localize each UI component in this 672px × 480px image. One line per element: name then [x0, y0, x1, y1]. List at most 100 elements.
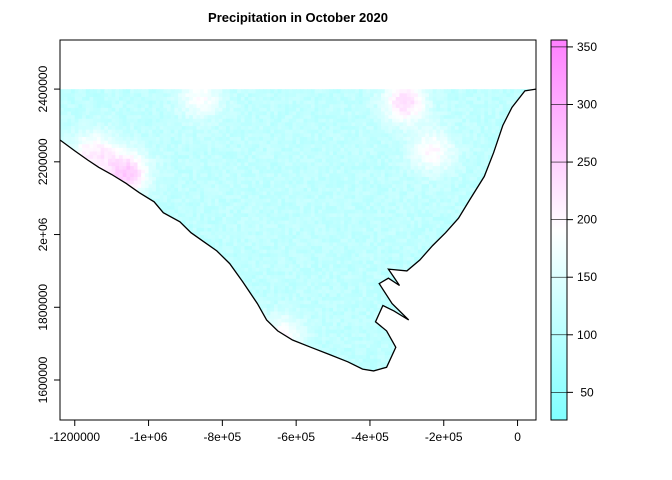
raster-cell [67, 176, 72, 181]
raster-cell [285, 307, 290, 312]
raster-cell [270, 373, 274, 377]
raster-cell [137, 198, 142, 203]
raster-cell [274, 252, 279, 257]
raster-cell [152, 300, 157, 305]
raster-cell [67, 227, 72, 232]
raster-cell [155, 267, 161, 272]
raster-cell [82, 190, 87, 196]
raster-cell [226, 89, 231, 94]
raster-cell [82, 354, 87, 359]
raster-cell [181, 278, 187, 283]
raster-cell [266, 183, 271, 188]
raster-cell [244, 114, 249, 119]
raster-cell [67, 154, 72, 159]
raster-cell [178, 307, 183, 312]
raster-cell [115, 96, 120, 101]
raster-cell [96, 336, 102, 341]
raster-cell [119, 89, 124, 94]
raster-cell [255, 96, 260, 101]
raster-cell [137, 267, 142, 272]
raster-cell [237, 227, 242, 232]
raster-cell [104, 230, 109, 236]
raster-cell [96, 238, 102, 243]
raster-cell [104, 180, 109, 185]
raster-cell [248, 194, 253, 199]
raster-cell [137, 103, 142, 108]
raster-cell [178, 165, 183, 170]
raster-cell [196, 198, 201, 203]
raster-cell [96, 227, 102, 232]
raster-cell [270, 347, 275, 352]
raster-cell [96, 292, 102, 297]
raster-cell [259, 376, 263, 380]
raster-cell [203, 223, 209, 228]
raster-cell [222, 285, 227, 290]
raster-cell [96, 172, 102, 177]
raster-cell [107, 332, 113, 337]
raster-cell [174, 238, 179, 243]
raster-cell [67, 267, 72, 272]
raster-cell [185, 336, 190, 341]
raster-cell [196, 321, 201, 327]
raster-cell [115, 114, 120, 119]
raster-cell [63, 230, 68, 236]
raster-cell [237, 110, 242, 116]
raster-cell [144, 169, 150, 174]
raster-cell [178, 136, 183, 141]
raster-cell [218, 278, 223, 283]
raster-cell [85, 132, 91, 137]
raster-cell [274, 278, 279, 283]
raster-cell [167, 314, 172, 319]
raster-cell [174, 161, 179, 167]
raster-cell [74, 158, 80, 163]
raster-cell [122, 369, 128, 371]
raster-cell [122, 340, 128, 345]
raster-cell [155, 154, 161, 159]
raster-cell [159, 303, 164, 308]
raster-cell [71, 354, 76, 359]
raster-cell [237, 270, 242, 276]
raster-cell [229, 150, 235, 156]
raster-cell [203, 252, 209, 257]
raster-cell [259, 114, 264, 119]
raster-cell [185, 318, 190, 323]
raster-cell [119, 296, 124, 301]
raster-cell [167, 132, 172, 137]
raster-cell [281, 201, 286, 207]
raster-cell [74, 361, 80, 367]
raster-cell [270, 92, 275, 97]
raster-cell [141, 212, 146, 217]
raster-cell [115, 129, 120, 134]
raster-cell [137, 161, 142, 167]
raster-cell [115, 216, 120, 221]
raster-cell [285, 230, 290, 236]
raster-cell [126, 361, 131, 367]
raster-cell [274, 176, 279, 181]
raster-cell [181, 270, 187, 276]
raster-cell [104, 234, 109, 239]
raster-cell [218, 180, 223, 185]
raster-cell [67, 234, 72, 239]
raster-cell [288, 361, 294, 367]
raster-cell [96, 176, 102, 181]
raster-cell [152, 220, 157, 225]
raster-cell [111, 136, 116, 141]
raster-cell [211, 234, 216, 239]
raster-cell [274, 114, 279, 119]
raster-cell [288, 369, 294, 371]
raster-cell [229, 234, 235, 239]
raster-cell [100, 332, 105, 337]
raster-cell [144, 110, 150, 116]
raster-cell [115, 121, 120, 127]
raster-cell [181, 260, 187, 265]
raster-cell [181, 263, 187, 268]
raster-cell [248, 350, 253, 356]
raster-cell [148, 220, 153, 225]
raster-cell [270, 190, 275, 196]
raster-cell [130, 172, 135, 177]
raster-cell [266, 143, 271, 148]
raster-cell [93, 212, 98, 217]
raster-cell [192, 347, 198, 352]
raster-cell [107, 154, 113, 159]
raster-cell [71, 201, 76, 207]
